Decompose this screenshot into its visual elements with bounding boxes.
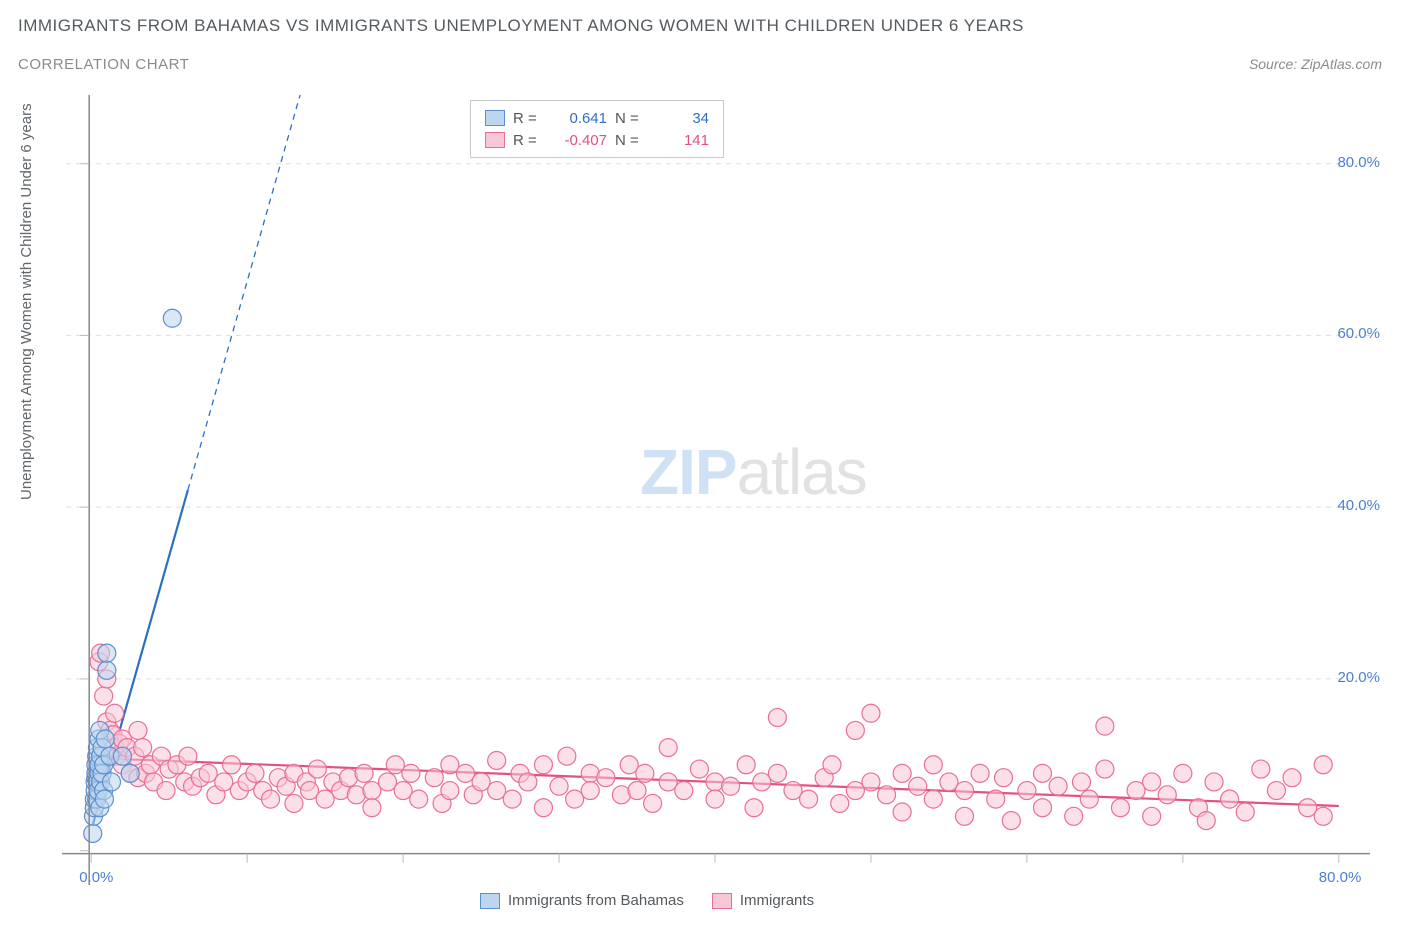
y-tick-label: 40.0% <box>1320 497 1380 514</box>
legend-r-label2: R = <box>513 132 543 149</box>
series-swatch-pink <box>712 893 732 909</box>
x-tick-label: 0.0% <box>79 869 113 886</box>
chart-subtitle: CORRELATION CHART <box>18 56 189 73</box>
y-tick-label: 60.0% <box>1320 325 1380 342</box>
legend-swatch-pink <box>485 132 505 148</box>
legend-row-blue: R = 0.641 N = 34 <box>485 107 709 129</box>
legend-r-blue: 0.641 <box>551 110 607 127</box>
legend-n-label2: N = <box>615 132 645 149</box>
series-legend: Immigrants from Bahamas Immigrants <box>480 892 814 909</box>
series-swatch-blue <box>480 893 500 909</box>
source-attribution: Source: ZipAtlas.com <box>1249 56 1382 72</box>
series-legend-pink: Immigrants <box>712 892 814 909</box>
y-tick-label: 80.0% <box>1320 154 1380 171</box>
chart-title: IMMIGRANTS FROM BAHAMAS VS IMMIGRANTS UN… <box>18 16 1024 36</box>
correlation-scatter-plot <box>60 95 1370 885</box>
y-axis-label: Unemployment Among Women with Children U… <box>18 103 35 500</box>
legend-n-blue: 34 <box>653 110 709 127</box>
legend-r-pink: -0.407 <box>551 132 607 149</box>
y-tick-label: 20.0% <box>1320 669 1380 686</box>
series-name-pink: Immigrants <box>740 892 814 909</box>
legend-n-label: N = <box>615 110 645 127</box>
legend-n-pink: 141 <box>653 132 709 149</box>
legend-row-pink: R = -0.407 N = 141 <box>485 129 709 151</box>
x-tick-label: 80.0% <box>1319 869 1362 886</box>
legend-swatch-blue <box>485 110 505 126</box>
series-name-blue: Immigrants from Bahamas <box>508 892 684 909</box>
legend-r-label: R = <box>513 110 543 127</box>
series-legend-blue: Immigrants from Bahamas <box>480 892 684 909</box>
correlation-legend: R = 0.641 N = 34 R = -0.407 N = 141 <box>470 100 724 158</box>
